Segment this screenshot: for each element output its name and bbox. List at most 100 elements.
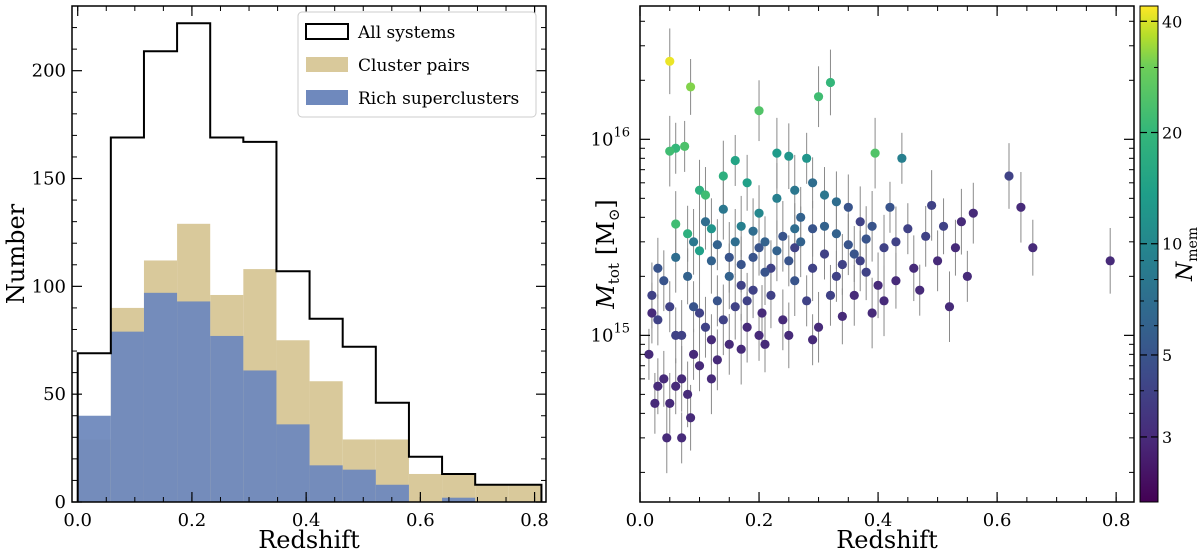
sc-xtick-label: 0.0 [626,510,655,531]
scatter-point [742,178,752,188]
cb-tick-label: 10 [1162,235,1182,254]
scatter-point [665,146,675,156]
scatter-point [706,335,717,345]
scatter-point [736,259,746,270]
hist-bar-rich-superclusters-6 [276,424,310,502]
colorbar-label: Nmem [1173,227,1200,282]
scatter-point [694,246,705,256]
scatter-point [808,335,818,345]
scatter-point [831,197,842,207]
scatter-point [694,308,705,318]
scatter-point [790,185,800,195]
scatter-point [808,263,818,273]
colorbar-label-main: N [1173,261,1198,282]
scatter-point [736,221,746,231]
scatter-point [1016,202,1026,212]
legend-swatch-rich-superclusters [306,90,348,105]
scatter-point [825,290,836,300]
scatter-point [855,217,865,227]
scatter-point [784,151,794,161]
scatter-point [837,311,847,321]
legend-label-cluster-pairs: Cluster pairs [358,56,470,76]
hist-bar-rich-superclusters-9 [375,484,409,502]
scatter-point [712,240,722,250]
hist-xtick-label: 0.6 [406,510,435,531]
hist-bar-cluster-pairs-11 [442,473,476,502]
colorbar-ticks: 3 5 10 20 40 [1140,12,1182,447]
hist-bar-rich-superclusters-8 [342,469,376,502]
scatter-point [956,217,966,227]
scatter-point [647,308,657,318]
scatter-point [665,398,675,408]
scatter-point [685,413,696,423]
hist-xtick-label: 0.8 [520,510,549,531]
scatter-point [659,276,669,286]
scatter-point [790,243,800,253]
sc-ytick-label: 1015 [591,321,630,346]
scatter-point [796,212,806,222]
scatter-point [653,263,663,273]
scatter-point [700,217,711,227]
scatter-point [837,259,847,270]
scatter-point [932,256,943,266]
scatter-point [748,252,758,262]
scatter-point [706,374,717,384]
scatter-point [909,263,919,273]
hist-bar-cluster-pairs-13 [508,484,542,502]
histogram-ylabel: Number [2,203,30,304]
scatter-point [778,315,788,325]
scatter-point [757,308,767,318]
scatter-point [748,226,758,236]
scatter-point [772,193,782,203]
scatter-point [712,296,722,306]
hist-bar-rich-superclusters-3 [177,301,211,502]
scatter-point [879,243,889,253]
sc-xtick-label: 0.8 [1102,510,1131,531]
scatter-point [855,256,865,266]
cb-tick-label: 5 [1162,346,1172,365]
scatter-point [730,155,740,166]
scatter-point [688,302,699,312]
sc-ytick-label: 1016 [591,125,630,150]
sc-xtick-label: 0.2 [745,510,774,531]
hist-bar-rich-superclusters-7 [309,465,343,502]
hist-bar-rich-superclusters-0 [77,415,111,502]
hist-ytick-label: 50 [43,384,66,405]
scatter-point [700,322,711,332]
scatter-point [730,302,740,312]
scatter-point [808,178,818,188]
scatter-point [861,234,871,244]
scatter-point [772,148,782,158]
scatter-point [778,231,788,241]
scatter-point [718,171,728,181]
scatter-point [653,315,663,325]
scatter-point [760,267,770,277]
histogram-y-ticks: 0 50 100 150 200 [32,27,546,513]
scatter-x-ticks: 0.0 0.2 0.4 0.6 0.8 [626,6,1131,531]
scatter-point [1004,171,1014,181]
scatter-point [706,224,717,234]
scatter-point [724,271,734,281]
sc-xtick-label: 0.6 [983,510,1012,531]
hist-bar-cluster-pairs-10 [408,473,443,502]
cb-tick-label: 3 [1162,428,1172,447]
scatter-point [944,302,955,312]
scatter-point [885,202,895,212]
hist-xtick-label: 0.2 [178,510,207,531]
histogram-x-ticks: 0.0 0.2 0.4 0.6 0.8 [63,6,549,531]
hist-bar-rich-superclusters-11 [442,497,476,502]
scatter-point [683,271,693,281]
scatter-point [688,349,699,359]
scatter-point [766,290,776,300]
scatter-point [685,82,696,92]
scatter-point [665,56,675,66]
scatter-point [680,141,690,152]
legend-label-rich-superclusters: Rich superclusters [358,89,519,109]
cb-tick-label: 20 [1162,124,1182,143]
histogram-panel: 0.0 0.2 0.4 0.6 0.8 0 50 100 150 200 Redshift Nu… [2,5,549,553]
scatter-point [802,153,812,163]
scatter-point [736,344,746,354]
scatter-point [760,339,770,349]
scatter-point [849,290,859,300]
